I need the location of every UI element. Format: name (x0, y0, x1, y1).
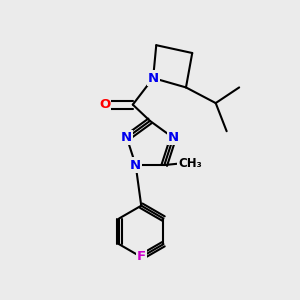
Text: F: F (137, 250, 146, 263)
Text: N: N (121, 131, 132, 144)
Text: O: O (99, 98, 110, 111)
Text: N: N (130, 158, 141, 172)
Text: CH₃: CH₃ (178, 157, 202, 170)
Text: N: N (168, 131, 179, 144)
Text: N: N (148, 71, 159, 85)
